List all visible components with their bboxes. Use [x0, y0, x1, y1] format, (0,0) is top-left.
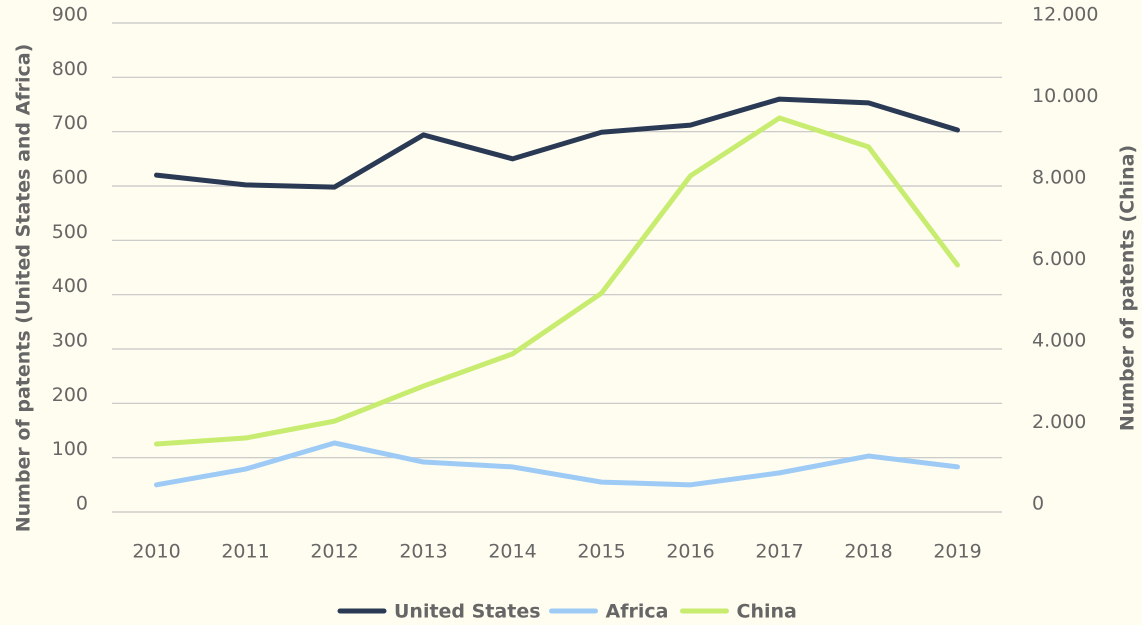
y2-tick-label: 2.000 — [1032, 411, 1086, 433]
legend-label: China — [737, 601, 797, 623]
y2-tick-label: 6.000 — [1032, 248, 1086, 270]
y-tick-label: 500 — [52, 221, 88, 243]
x-tick-label: 2010 — [132, 541, 180, 563]
legend-label: United States — [394, 601, 541, 623]
series-line — [154, 115, 960, 447]
x-tick-label: 2018 — [844, 541, 892, 563]
y-tick-label: 300 — [52, 330, 88, 352]
y-tick-label: 700 — [52, 112, 88, 134]
x-tick-label: 2012 — [310, 541, 358, 563]
y2-tick-label: 4.000 — [1032, 330, 1086, 352]
y-tick-label: 200 — [52, 384, 88, 406]
x-tick-label: 2015 — [577, 541, 625, 563]
y-axis-title: Number of patents (United States and Afr… — [13, 44, 35, 533]
x-tick-label: 2013 — [399, 541, 447, 563]
x-tick-label: 2014 — [488, 541, 536, 563]
y-tick-label: 100 — [52, 438, 88, 460]
series-line — [154, 440, 960, 488]
x-tick-label: 2019 — [933, 541, 981, 563]
x-tick-label: 2017 — [755, 541, 803, 563]
y-tick-label: 900 — [52, 4, 88, 26]
y2-tick-label: 10.000 — [1032, 85, 1098, 107]
y2-tick-label: 12.000 — [1032, 4, 1098, 26]
y-tick-label: 400 — [52, 275, 88, 297]
y2-axis-title: Number of patents (China) — [1117, 145, 1139, 431]
x-tick-label: 2011 — [221, 541, 269, 563]
y2-tick-label: 0 — [1032, 493, 1044, 515]
y2-tick-label: 8.000 — [1032, 167, 1086, 189]
legend-label: Africa — [606, 601, 669, 623]
x-tick-label: 2016 — [666, 541, 714, 563]
series-line — [154, 96, 960, 190]
y-tick-label: 800 — [52, 58, 88, 80]
y-tick-label: 0 — [76, 493, 88, 515]
y-tick-label: 600 — [52, 167, 88, 189]
